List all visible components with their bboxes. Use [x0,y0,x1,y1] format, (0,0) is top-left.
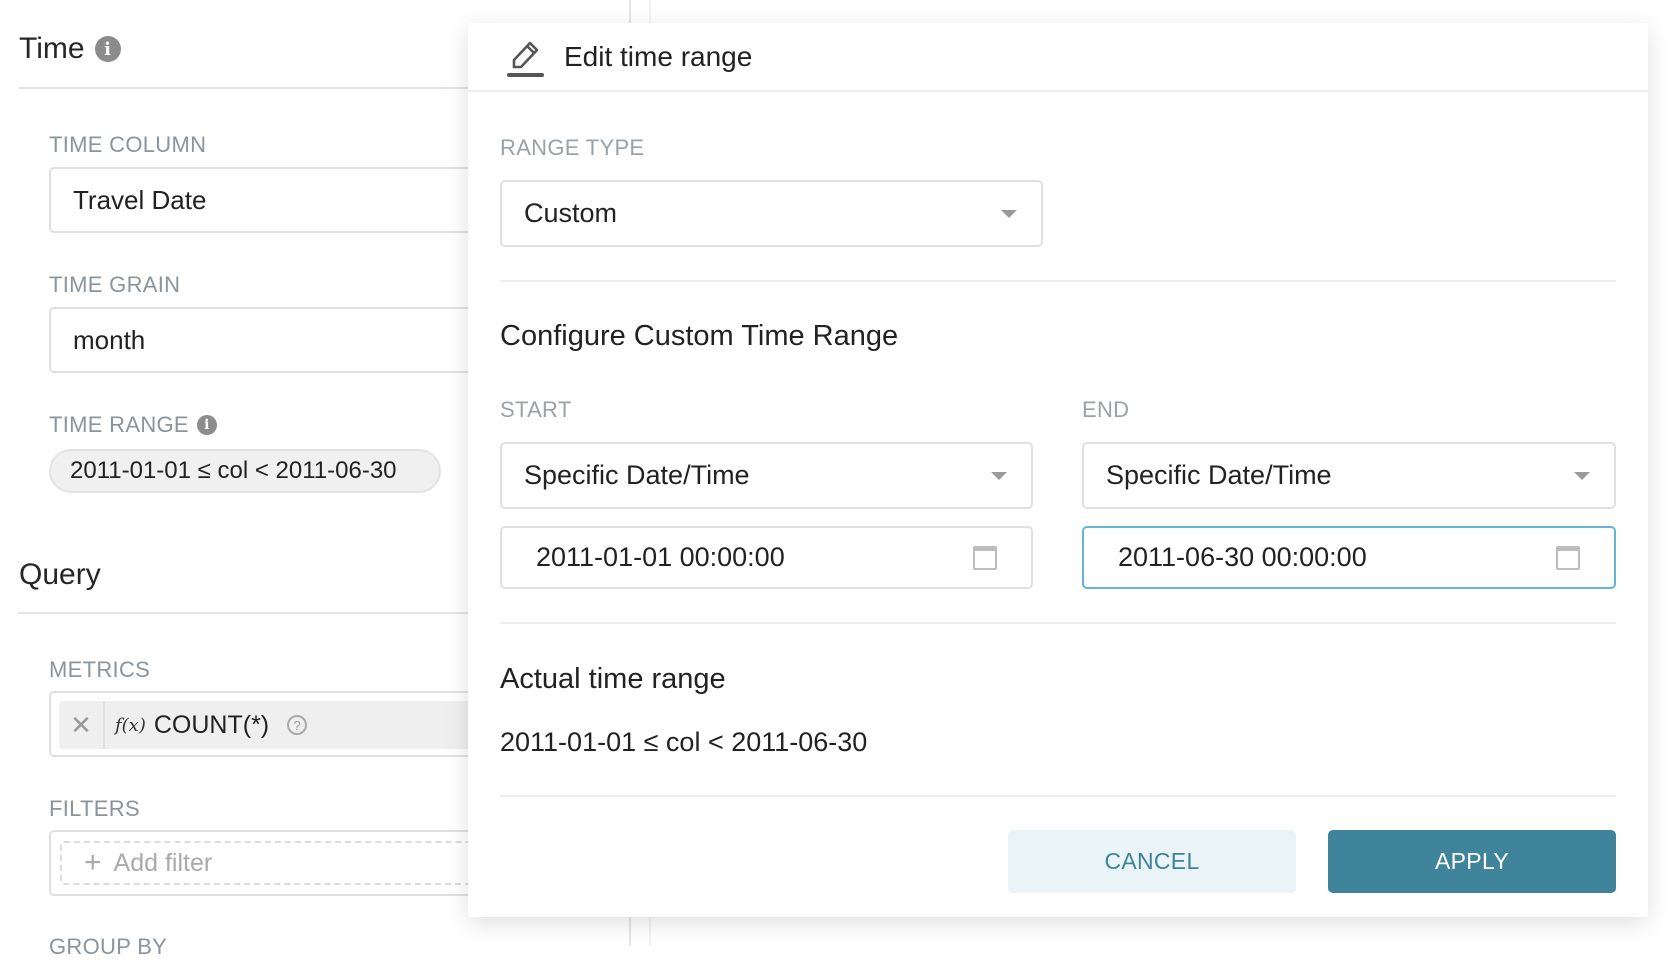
time-title: Time [19,32,85,65]
divider [500,280,1616,282]
time-range-value: 2011-01-01 ≤ col < 2011-06-30 [70,457,397,484]
query-title: Query [19,558,101,591]
chevron-down-icon [1001,210,1017,218]
range-type-label: RANGE TYPE [500,135,645,160]
end-mode-select[interactable]: Specific Date/Time [1082,442,1616,509]
help-icon[interactable]: ? [287,715,308,735]
metric-chip: ✕ f(x) COUNT(*) ? [59,701,499,749]
actual-range-value: 2011-01-01 ≤ col < 2011-06-30 [500,727,868,757]
time-section-title: Time i [19,32,121,66]
plus-icon: + [84,846,102,879]
query-section-title: Query [19,558,101,592]
pencil-icon [507,41,544,77]
popover-title: Edit time range [564,41,753,72]
divider [500,795,1616,797]
range-type-select[interactable]: Custom [500,180,1043,247]
configure-title: Configure Custom Time Range [500,320,899,352]
time-grain-value: month [73,324,146,355]
time-grain-label: TIME GRAIN [49,272,181,297]
apply-button[interactable]: APPLY [1328,830,1616,893]
time-grain-select[interactable]: month [49,307,489,373]
chevron-down-icon [991,472,1007,480]
time-range-pill[interactable]: 2011-01-01 ≤ col < 2011-06-30 [49,449,441,493]
end-date-input[interactable]: 2011-06-30 00:00:00 [1082,526,1616,589]
add-filter-label: Add filter [113,848,213,877]
end-date-value: 2011-06-30 00:00:00 [1118,542,1367,572]
metrics-select[interactable]: ✕ f(x) COUNT(*) ? [49,691,499,757]
start-mode-select[interactable]: Specific Date/Time [500,442,1033,509]
filters-label: FILTERS [49,796,140,821]
start-date-value: 2011-01-01 00:00:00 [536,542,785,572]
divider [500,622,1616,624]
add-filter-button[interactable]: + Add filter [60,841,500,885]
actual-range-title: Actual time range [500,663,726,695]
time-column-value: Travel Date [73,184,207,215]
divider [18,612,478,614]
calendar-icon[interactable] [1556,546,1580,570]
remove-metric-icon[interactable]: ✕ [59,701,105,749]
edit-time-range-popover: Edit time range RANGE TYPE Custom Config… [468,23,1648,917]
info-icon[interactable]: i [196,415,217,435]
chevron-down-icon [1574,472,1590,480]
start-date-input[interactable]: 2011-01-01 00:00:00 [500,526,1033,589]
end-mode-value: Specific Date/Time [1106,460,1332,490]
range-type-value: Custom [524,198,618,228]
divider [18,87,478,89]
end-label: END [1082,397,1130,422]
metric-value[interactable]: COUNT(*) [153,710,270,739]
filters-box: + Add filter [49,830,500,896]
calendar-icon[interactable] [973,546,997,570]
metrics-label: METRICS [49,657,151,682]
divider [468,90,1648,92]
group-by-label: GROUP BY [49,934,168,959]
start-label: START [500,397,572,422]
time-column-label: TIME COLUMN [49,132,207,157]
time-range-label-text: TIME RANGE [49,412,189,437]
start-mode-value: Specific Date/Time [524,460,750,490]
info-icon[interactable]: i [94,36,121,62]
time-column-select[interactable]: Travel Date [49,167,489,233]
cancel-button[interactable]: CANCEL [1008,830,1296,893]
time-range-label: TIME RANGE i [49,412,217,438]
function-icon: f(x) [115,714,146,736]
